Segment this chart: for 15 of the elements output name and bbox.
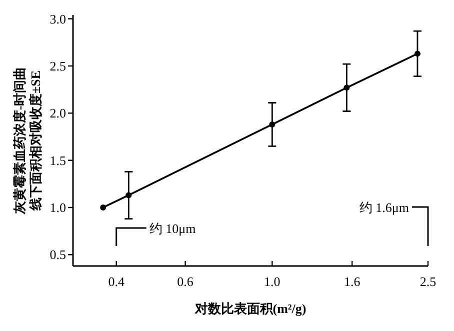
annotation: 约 1.6μm (359, 200, 409, 215)
x-tick-label: 0.6 (177, 274, 194, 289)
y-tick-label: 3.0 (50, 11, 66, 26)
x-axis-title: 对数比表面积(m²/g) (194, 301, 306, 316)
y-tick-label: 2.0 (50, 106, 66, 121)
x-tick-label: 1.0 (264, 274, 280, 289)
annotation: 约 10μm (149, 221, 196, 236)
y-axis-title: 灰黄霉素血药浓度-时间曲线下面积相对吸收度±SE (12, 66, 43, 216)
y-tick-label: 2.5 (50, 58, 66, 74)
x-tick-label: 0.4 (108, 274, 125, 289)
y-tick-label: 1.5 (50, 152, 66, 168)
x-tick-label: 2.5 (420, 274, 436, 289)
y-tick-label: 1.0 (50, 200, 66, 215)
y-tick-label: 0.5 (50, 247, 66, 262)
x-tick-label: 1.6 (344, 274, 361, 289)
